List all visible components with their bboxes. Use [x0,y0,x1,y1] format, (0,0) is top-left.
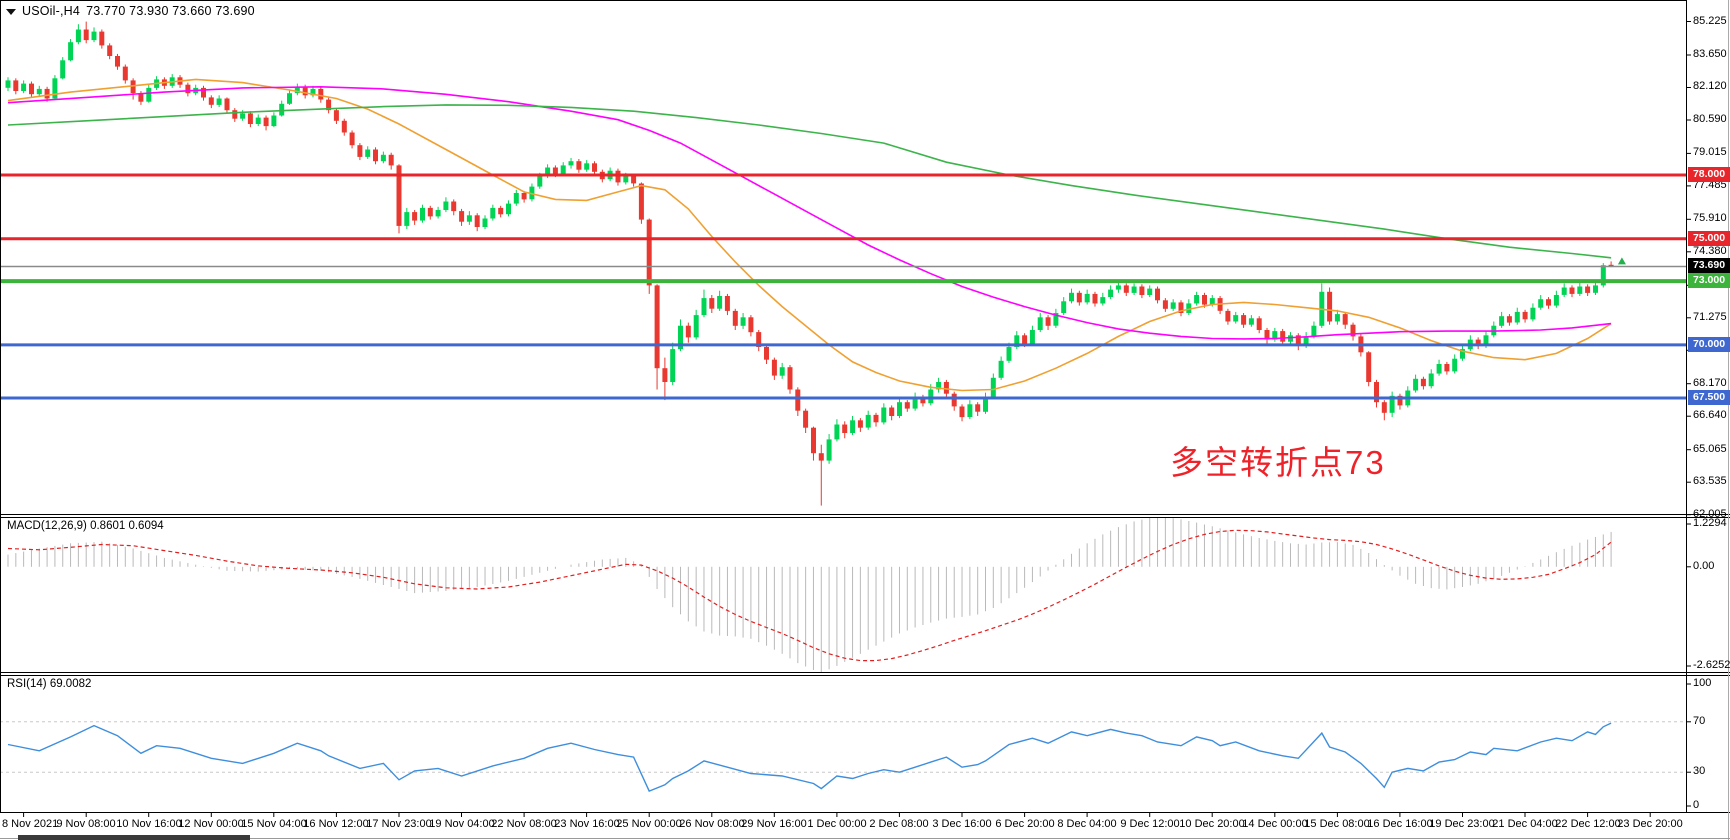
rsi-axis-label: 0 [1693,799,1700,811]
rsi-indicator-label: RSI(14) 69.0082 [7,678,92,690]
price-badge-75.000: 75.000 [1688,231,1730,246]
price-badge-73.690: 73.690 [1688,258,1730,273]
time-axis-label: 14 Dec 00:00 [1242,818,1308,830]
price-axis-label: 82.120 [1693,80,1727,92]
price-axis-label: 77.485 [1693,179,1727,191]
price-axis-label: 80.590 [1693,113,1727,125]
time-axis-label: 12 Nov 00:00 [178,818,244,830]
candles-layer [5,21,1614,506]
time-axis-label: 16 Dec 16:00 [1367,818,1433,830]
ma-fast-line [7,78,1612,392]
time-axis-label: 19 Nov 04:00 [429,818,495,830]
time-axis-label: 26 Nov 08:00 [679,818,745,830]
time-axis-label: 3 Dec 16:00 [932,818,992,830]
time-axis-label: 10 Dec 20:00 [1179,818,1245,830]
price-badge-67.500: 67.500 [1688,390,1730,405]
time-axis-label: 9 Dec 12:00 [1120,818,1180,830]
price-badge-78.000: 78.000 [1688,167,1730,182]
price-badge-70.000: 70.000 [1688,337,1730,352]
macd-axis-label: 1.2294 [1693,517,1727,529]
macd-axis-label: 0.00 [1693,560,1715,572]
time-axis-label: 8 Dec 04:00 [1057,818,1117,830]
time-axis-label: 21 Dec 04:00 [1492,818,1558,830]
time-axis-label: 19 Dec 23:00 [1429,818,1495,830]
time-axis-label: 15 Nov 04:00 [241,818,307,830]
price-axis-label: 63.535 [1693,475,1727,487]
price-axis-label: 83.650 [1693,48,1727,60]
time-axis-label: 15 Dec 08:00 [1304,818,1370,830]
time-axis-label: 10 Nov 16:00 [116,818,182,830]
macd-indicator-label: MACD(12,26,9) 0.8601 0.6094 [7,520,164,532]
price-arrow-marker [1617,257,1626,265]
chart-text-annotation[interactable]: 多空转折点73 [1170,444,1386,481]
ma-mid-line [7,85,1612,340]
time-axis-label: 6 Dec 20:00 [995,818,1055,830]
price-axis-label: 71.275 [1693,311,1727,323]
time-axis-label: 23 Dec 20:00 [1617,818,1683,830]
time-axis-label: 22 Nov 08:00 [491,818,557,830]
time-axis-label: 2 Dec 08:00 [869,818,929,830]
macd-histogram [7,517,1612,673]
price-axis-label: 75.910 [1693,212,1727,224]
rsi-axis-label: 70 [1693,715,1706,727]
time-axis-label: 16 Nov 12:00 [303,818,369,830]
macd-axis-label: -2.6252 [1693,659,1730,671]
rsi-axis-label: 30 [1693,765,1706,777]
time-axis-label: 29 Nov 16:00 [741,818,807,830]
rsi-axis-label: 100 [1693,677,1712,689]
time-axis-label: 1 Dec 00:00 [807,818,867,830]
price-axis-label: 62.005 [1693,508,1727,520]
price-axis-label: 85.225 [1693,15,1727,27]
chevron-down-icon[interactable] [6,8,16,15]
rsi-line [7,722,1612,792]
symbol-title: USOil-,H4 [22,4,81,18]
time-axis-label: 22 Dec 12:00 [1555,818,1621,830]
chart-titlebar: USOil-,H4 73.770 73.930 73.660 73.690 [6,4,255,18]
price-axis-label: 65.065 [1693,443,1727,455]
horizontal-scrollbar-thumb[interactable] [18,835,250,840]
price-badge-73.000: 73.000 [1688,273,1730,288]
price-axis-label: 68.170 [1693,377,1727,389]
time-axis-label: 8 Nov 2021 [2,818,59,830]
horizontal-scrollbar-track[interactable] [0,838,1730,839]
ma-slow-line [7,104,1612,259]
price-axis-label: 74.380 [1693,245,1727,257]
time-axis-label: 25 Nov 00:00 [616,818,682,830]
time-axis-label: 17 Nov 23:00 [366,818,432,830]
time-axis-label: 9 Nov 08:00 [56,818,116,830]
macd-signal-line [7,529,1612,662]
price-axis-label: 79.015 [1693,146,1727,158]
time-axis-label: 23 Nov 16:00 [554,818,620,830]
price-axis-label: 66.640 [1693,409,1727,421]
ohlc-readout: 73.770 73.930 73.660 73.690 [86,4,255,18]
